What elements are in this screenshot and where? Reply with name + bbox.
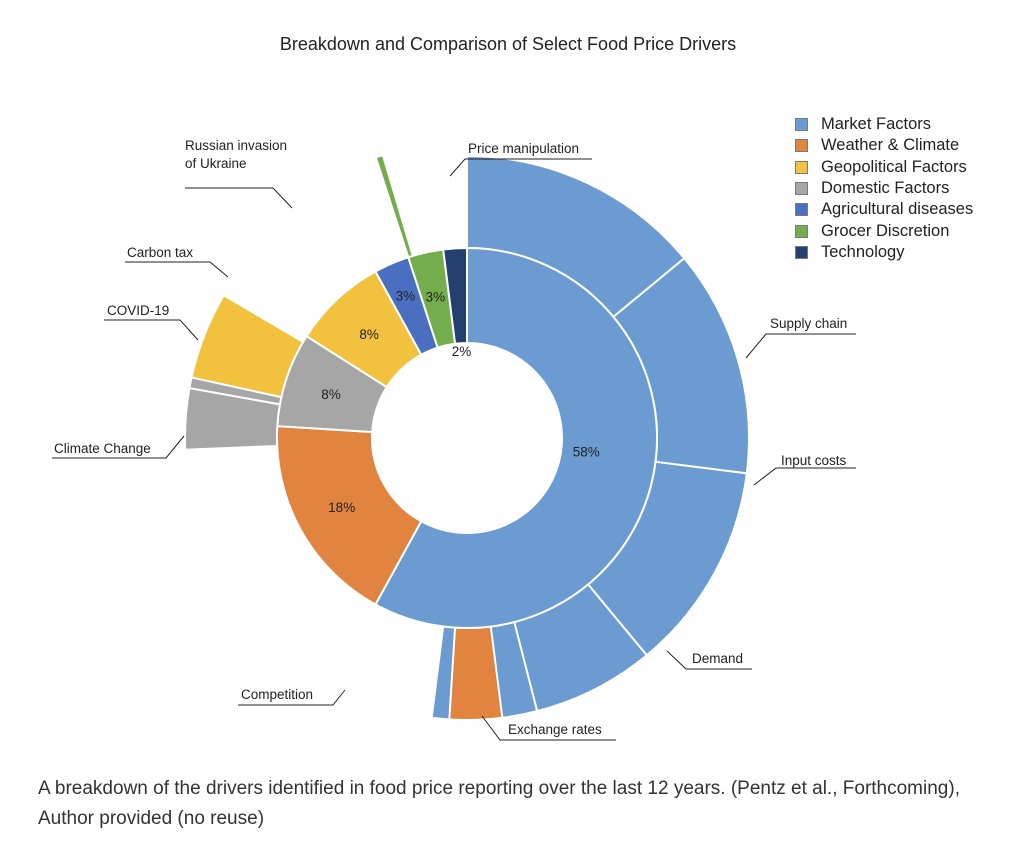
inner-ring bbox=[276, 246, 658, 629]
data-label-weather-and-climate: 18% bbox=[328, 500, 355, 515]
callout-line-russian-invasion-of-ukraine bbox=[185, 187, 293, 209]
callout-label-covid-19: COVID-19 bbox=[107, 303, 169, 318]
data-label-technology: 2% bbox=[452, 344, 472, 359]
callout-label-exchange-rates: Exchange rates bbox=[508, 722, 602, 737]
sunburst-chart: 58% 18% 8% 8% 3% 3% 2% Supply chain Input costs D… bbox=[52, 138, 856, 741]
legend-label-weather-and-climate: Weather & Climate bbox=[821, 136, 960, 155]
figure-caption: A breakdown of the drivers identified in… bbox=[38, 778, 960, 829]
data-label-grocer-discretion: 3% bbox=[426, 289, 446, 304]
callout-line-covid-19 bbox=[104, 319, 199, 341]
data-label-geopolitical-factors: 8% bbox=[359, 327, 379, 342]
legend-label-market-factors: Market Factors bbox=[821, 115, 932, 134]
sector-market-factors bbox=[374, 246, 658, 629]
legend-swatch-grocer-discretion bbox=[795, 224, 808, 238]
callout-line-demand bbox=[666, 650, 752, 670]
legend-item-weather-and-climate: Weather & Climate bbox=[795, 135, 973, 156]
chart-legend: Market Factors Weather & Climate Geopoliti… bbox=[795, 114, 973, 263]
legend-label-geopolitical-factors: Geopolitical Factors bbox=[821, 157, 967, 176]
legend-swatch-weather-and-climate bbox=[795, 139, 808, 153]
legend-label-grocer-discretion: Grocer Discretion bbox=[821, 221, 950, 240]
data-label-agricultural-diseases: 3% bbox=[396, 289, 416, 304]
data-label-market-factors: 58% bbox=[573, 444, 600, 459]
callout-label-price-manipulation: Price manipulation bbox=[468, 141, 579, 156]
callout-line-supply-chain bbox=[745, 333, 856, 359]
callout-label-competition: Competition bbox=[241, 687, 313, 702]
legend-label-agricultural-diseases: Agricultural diseases bbox=[821, 200, 974, 219]
legend-swatch-market-factors bbox=[795, 118, 808, 132]
data-label-domestic-factors: 8% bbox=[321, 387, 341, 402]
sector-technology bbox=[442, 246, 468, 345]
callout-label-input-costs: Input costs bbox=[781, 453, 847, 468]
legend-item-domestic-factors: Domestic Factors bbox=[795, 178, 973, 199]
callout-line-competition bbox=[238, 689, 346, 706]
callout-line-carbon-tax bbox=[125, 261, 229, 278]
legend-item-agricultural-diseases: Agricultural diseases bbox=[795, 199, 973, 220]
sector-weather-and-climate bbox=[276, 425, 423, 606]
outer-ring bbox=[184, 153, 750, 721]
callout-label-demand: Demand bbox=[692, 651, 743, 666]
chart-title: Breakdown and Comparison of Select Food … bbox=[279, 34, 737, 54]
legend-label-technology: Technology bbox=[821, 242, 905, 261]
callout-line-climate-change bbox=[52, 435, 185, 459]
callout-label-climate-change: Climate Change bbox=[54, 441, 151, 456]
callout-line-exchange-rates bbox=[481, 715, 616, 741]
subsector-price-manipulation bbox=[374, 153, 415, 259]
callout-label-russian-invasion-of-ukraine: Russian invasion of Ukraine bbox=[185, 138, 287, 171]
legend-swatch-agricultural-diseases bbox=[795, 203, 808, 217]
legend-item-grocer-discretion: Grocer Discretion bbox=[795, 220, 973, 241]
callout-line-input-costs bbox=[753, 467, 856, 486]
legend-item-market-factors: Market Factors bbox=[795, 114, 973, 135]
legend-swatch-technology bbox=[795, 245, 808, 259]
callout-label-supply-chain: Supply chain bbox=[770, 316, 847, 331]
data-labels: 58% 18% 8% 8% 3% 3% 2% bbox=[321, 289, 600, 515]
callout-line-price-manipulation bbox=[449, 158, 592, 177]
legend-swatch-geopolitical-factors bbox=[795, 160, 808, 174]
chart-figure: 58% 18% 8% 8% 3% 3% 2% Supply chain Input costs D… bbox=[52, 34, 973, 741]
legend-swatch-domestic-factors bbox=[795, 182, 808, 196]
callout-label-carbon-tax: Carbon tax bbox=[127, 245, 193, 260]
legend-item-technology: Technology bbox=[795, 242, 973, 263]
callouts: Supply chain Input costs Demand Exchange ra… bbox=[52, 138, 856, 741]
legend-item-geopolitical-factors: Geopolitical Factors bbox=[795, 157, 973, 178]
legend-label-domestic-factors: Domestic Factors bbox=[821, 179, 950, 198]
